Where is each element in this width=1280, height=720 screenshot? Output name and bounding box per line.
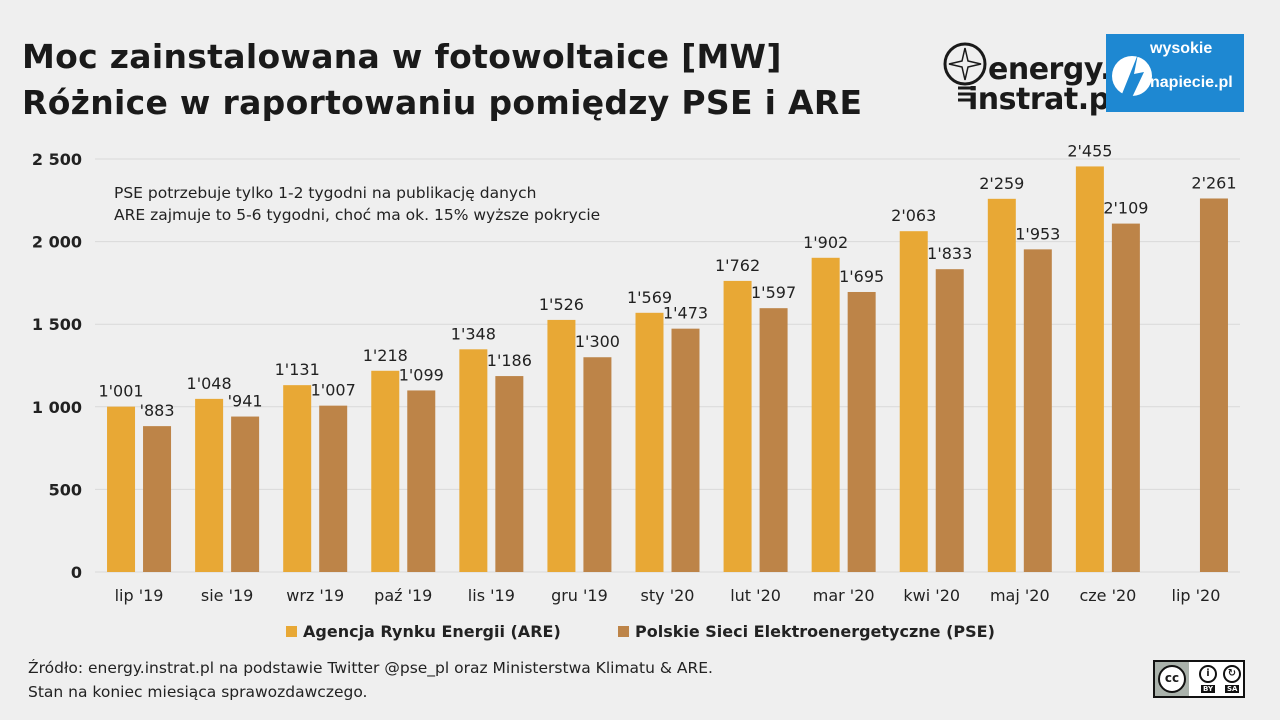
data-label: 1'902	[803, 233, 848, 252]
data-label: 1'695	[839, 267, 884, 286]
data-label: 1'348	[451, 324, 496, 343]
x-tick-label: lip '19	[115, 586, 164, 605]
bar	[723, 280, 752, 572]
bar	[671, 328, 700, 572]
wp-logo-word2: napiecie.pl	[1150, 74, 1233, 91]
x-tick-label: lut '20	[730, 586, 781, 605]
x-tick-label: gru '19	[551, 586, 608, 605]
y-tick-label: 2 000	[32, 233, 82, 252]
legend-item-pse: Polskie Sieci Elektroenergetyczne (PSE)	[618, 622, 995, 641]
energy-instrat-logo: energy. instrat.pl	[940, 34, 1120, 117]
bar	[759, 308, 788, 572]
data-label: 1'953	[1015, 224, 1060, 243]
bar	[283, 385, 312, 572]
data-label: 2'259	[979, 174, 1024, 193]
data-label: 2'455	[1067, 141, 1112, 160]
bar	[231, 416, 260, 572]
x-tick-label: paź '19	[374, 586, 432, 605]
data-label: '883	[140, 401, 175, 420]
legend-item-are: Agencja Rynku Energii (ARE)	[286, 622, 561, 641]
energy-logo-word1: energy.	[988, 52, 1112, 87]
bulb-icon	[943, 42, 987, 102]
bar	[107, 406, 136, 572]
wysokie-napiecie-logo: wysokie napiecie.pl	[1106, 34, 1244, 112]
bar	[987, 198, 1016, 572]
legend-swatch-pse	[618, 626, 629, 637]
data-label: 1'001	[98, 382, 143, 401]
bar	[811, 257, 840, 572]
by-icon: i	[1199, 665, 1217, 683]
title-line-1: Moc zainstalowana w fotowoltaice [MW]	[22, 37, 782, 76]
data-label: 1'048	[187, 374, 232, 393]
y-tick-label: 1 000	[32, 398, 82, 417]
data-label: 2'063	[891, 206, 936, 225]
data-label: 1'300	[575, 332, 620, 351]
y-tick-label: 2 500	[32, 150, 82, 169]
data-label: 2'261	[1191, 173, 1236, 192]
bar	[371, 370, 400, 572]
x-tick-label: sie '19	[201, 586, 253, 605]
sa-icon: ↻	[1223, 665, 1241, 683]
data-label: 1'473	[663, 304, 708, 323]
legend-label-pse: Polskie Sieci Elektroenergetyczne (PSE)	[635, 622, 995, 641]
bar	[847, 291, 876, 572]
x-tick-label: mar '20	[813, 586, 875, 605]
cc-license-badge: cc i ↻ BY SA	[1153, 660, 1245, 698]
sa-label: SA	[1225, 685, 1240, 693]
chart-annotation: PSE potrzebuje tylko 1-2 tygodni na publ…	[114, 182, 600, 226]
bar	[1199, 198, 1228, 573]
y-tick-label: 0	[71, 563, 82, 582]
x-tick-label: cze '20	[1079, 586, 1136, 605]
wp-logo-word1: wysokie	[1150, 40, 1213, 57]
bar	[143, 426, 172, 572]
bar	[1075, 166, 1104, 572]
bar	[547, 319, 576, 572]
title-line-2: Różnice w raportowaniu pomiędzy PSE i AR…	[22, 83, 863, 122]
data-label: 1'833	[927, 244, 972, 263]
x-tick-label: sty '20	[641, 586, 695, 605]
annotation-line-2: ARE zajmuje to 5-6 tygodni, choć ma ok. …	[114, 206, 601, 224]
legend-swatch-are	[286, 626, 297, 637]
bar	[1111, 223, 1140, 572]
x-tick-label: wrz '19	[286, 586, 344, 605]
bar	[935, 269, 964, 572]
bar	[1023, 249, 1052, 573]
annotation-line-1: PSE potrzebuje tylko 1-2 tygodni na publ…	[114, 184, 537, 202]
x-tick-label: maj '20	[990, 586, 1050, 605]
bar	[459, 349, 488, 572]
bar	[495, 376, 524, 572]
data-label: 1'131	[275, 360, 320, 379]
y-tick-label: 500	[49, 480, 82, 499]
bar	[583, 357, 612, 572]
bar	[319, 405, 348, 572]
lightning-icon	[1112, 54, 1152, 106]
x-tick-label: kwi '20	[903, 586, 960, 605]
chart-title: Moc zainstalowana w fotowoltaice [MW] Ró…	[22, 34, 862, 126]
data-label: 1'007	[311, 381, 356, 400]
source-footer: Źródło: energy.instrat.pl na podstawie T…	[28, 656, 713, 704]
x-tick-label: lip '20	[1172, 586, 1221, 605]
source-line-2: Stan na koniec miesiąca sprawozdawczego.	[28, 683, 368, 701]
y-tick-label: 1 500	[32, 315, 82, 334]
data-label: 1'569	[627, 288, 672, 307]
cc-icon: cc	[1158, 665, 1186, 693]
data-label: 1'218	[363, 346, 408, 365]
bar	[899, 231, 928, 573]
data-label: 1'186	[487, 351, 532, 370]
x-tick-label: lis '19	[468, 586, 515, 605]
bar	[407, 390, 436, 572]
data-label: 1'762	[715, 256, 760, 275]
data-label: 1'597	[751, 283, 796, 302]
data-label: 1'526	[539, 295, 584, 314]
data-label: 2'109	[1103, 199, 1148, 218]
energy-logo-word2: instrat.pl	[968, 82, 1120, 117]
by-label: BY	[1201, 685, 1216, 693]
data-label: '941	[228, 392, 263, 411]
data-label: 1'099	[399, 365, 444, 384]
bar	[195, 398, 224, 572]
bar	[635, 312, 664, 572]
source-line-1: Źródło: energy.instrat.pl na podstawie T…	[28, 659, 713, 677]
legend-label-are: Agencja Rynku Energii (ARE)	[303, 622, 561, 641]
